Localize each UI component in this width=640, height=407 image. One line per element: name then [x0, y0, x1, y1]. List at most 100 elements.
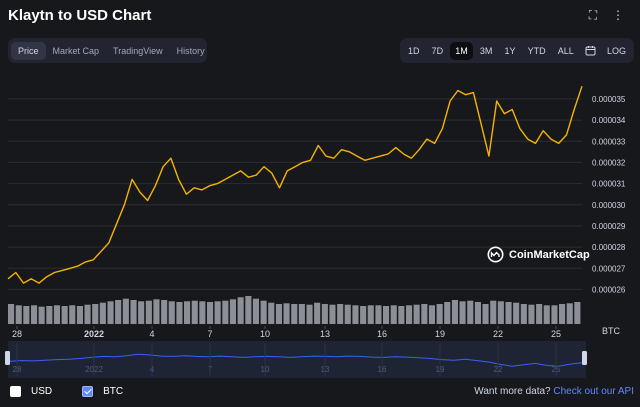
volume-bar [176, 302, 183, 324]
volume-bar [444, 302, 451, 324]
calendar-icon[interactable] [581, 43, 600, 58]
y-tick-label: 0.000031 [592, 180, 626, 189]
btc-checkbox[interactable] [82, 386, 94, 397]
volume-bar [31, 305, 38, 324]
btc-label: BTC [103, 386, 124, 397]
range-1d-button[interactable]: 1D [408, 45, 420, 56]
volume-bar [145, 300, 152, 324]
range-7d-button[interactable]: 7D [431, 45, 444, 56]
volume-bar [482, 304, 489, 324]
volume-bar [413, 304, 420, 324]
volume-bar [168, 301, 175, 324]
page-title: Klaytn to USD Chart [8, 7, 152, 24]
volume-bar [428, 305, 435, 324]
log-scale-button[interactable]: LOG [606, 45, 626, 56]
volume-bar [467, 300, 474, 324]
volume-bar [543, 305, 550, 324]
volume-bar [574, 302, 581, 324]
y-tick-label: 0.000035 [592, 95, 626, 104]
expand-icon[interactable]: ⛶ [588, 8, 598, 22]
volume-bar [352, 305, 359, 324]
volume-bar [245, 296, 252, 324]
volume-bar [115, 300, 122, 324]
tab-market-cap[interactable]: Market Cap [52, 45, 100, 56]
volume-bar [497, 301, 504, 324]
x-axis-ticks: 28 2022 4 7 10 13 16 19 22 25 [12, 326, 561, 339]
volume-bar [283, 303, 290, 324]
tab-history[interactable]: History [176, 45, 205, 56]
volume-bar [528, 304, 535, 324]
volume-bar [360, 306, 367, 324]
y-tick-label: 0.000030 [592, 201, 626, 210]
volume-bar [536, 304, 543, 324]
volume-bar [298, 304, 305, 324]
usd-checkbox[interactable] [10, 386, 21, 397]
chart-type-tabs: Price Market Cap TradingView History [8, 38, 207, 63]
price-line [7, 85, 583, 284]
volume-bar [122, 298, 129, 324]
volume-bar [375, 305, 382, 324]
y-tick-label: 0.000034 [592, 116, 626, 125]
x-tick-label: 19 [435, 329, 445, 339]
usd-label: USD [31, 386, 53, 397]
api-promo: Want more data? Check out our API [474, 386, 634, 397]
chart-grid [8, 98, 582, 290]
navigator-line [9, 353, 583, 367]
navigator-right-handle[interactable] [582, 351, 587, 365]
volume-bar [505, 302, 512, 324]
api-link[interactable]: Check out our API [553, 386, 634, 397]
volume-bar [76, 306, 83, 324]
y-tick-label: 0.000026 [592, 285, 626, 294]
x-tick-label: 28 [12, 329, 22, 339]
y-tick-label: 0.000027 [592, 264, 626, 273]
watermark-text: CoinMarketCap [509, 248, 590, 261]
range-selector: 1D 7D 1M 3M 1Y YTD ALL LOG [400, 38, 634, 63]
volume-bar [252, 298, 259, 324]
volume-bar [260, 300, 267, 324]
volume-bar [153, 299, 160, 324]
volume-bar [199, 301, 206, 324]
volume-bar [490, 300, 497, 324]
volume-bar [161, 300, 168, 324]
y-axis-ticks: 0.000035 0.000034 0.000033 0.000032 0.000031… [592, 95, 626, 294]
api-prompt: Want more data? [474, 386, 551, 397]
volume-bar [69, 305, 76, 324]
range-1m-button[interactable]: 1M [450, 41, 473, 60]
tab-tradingview[interactable]: TradingView [113, 45, 163, 56]
more-options-icon[interactable]: ⋮ [612, 8, 624, 22]
volume-bar [61, 306, 68, 324]
volume-bar [15, 305, 22, 324]
volume-bar [84, 304, 91, 324]
volume-bar [8, 304, 15, 324]
volume-bar [513, 302, 520, 324]
currency-legend: USD BTC [10, 386, 153, 397]
volume-bar [383, 306, 390, 324]
volume-bar [291, 304, 298, 324]
y-tick-label: 0.000028 [592, 243, 626, 252]
volume-bar [207, 302, 214, 324]
volume-bar [191, 300, 198, 324]
volume-bar [237, 297, 244, 324]
volume-bar [184, 301, 191, 324]
x-tick-label: 25 [551, 329, 561, 339]
range-all-button[interactable]: ALL [557, 45, 574, 56]
volume-bar [229, 299, 236, 324]
tab-price[interactable]: Price [11, 41, 46, 60]
volume-bar [421, 304, 428, 324]
navigator-left-handle[interactable] [5, 351, 10, 365]
volume-bar [367, 305, 374, 324]
volume-bar [46, 306, 53, 324]
range-ytd-button[interactable]: YTD [527, 45, 546, 56]
volume-bar [53, 305, 60, 324]
volume-bar [344, 304, 351, 324]
volume-bar [275, 304, 282, 324]
volume-bar [306, 304, 313, 324]
volume-bar [436, 304, 443, 324]
x-tick-label: 4 [149, 329, 154, 339]
range-3m-button[interactable]: 3M [479, 45, 493, 56]
volume-bar [268, 302, 275, 324]
volume-bar [92, 304, 99, 324]
range-1y-button[interactable]: 1Y [504, 45, 516, 56]
